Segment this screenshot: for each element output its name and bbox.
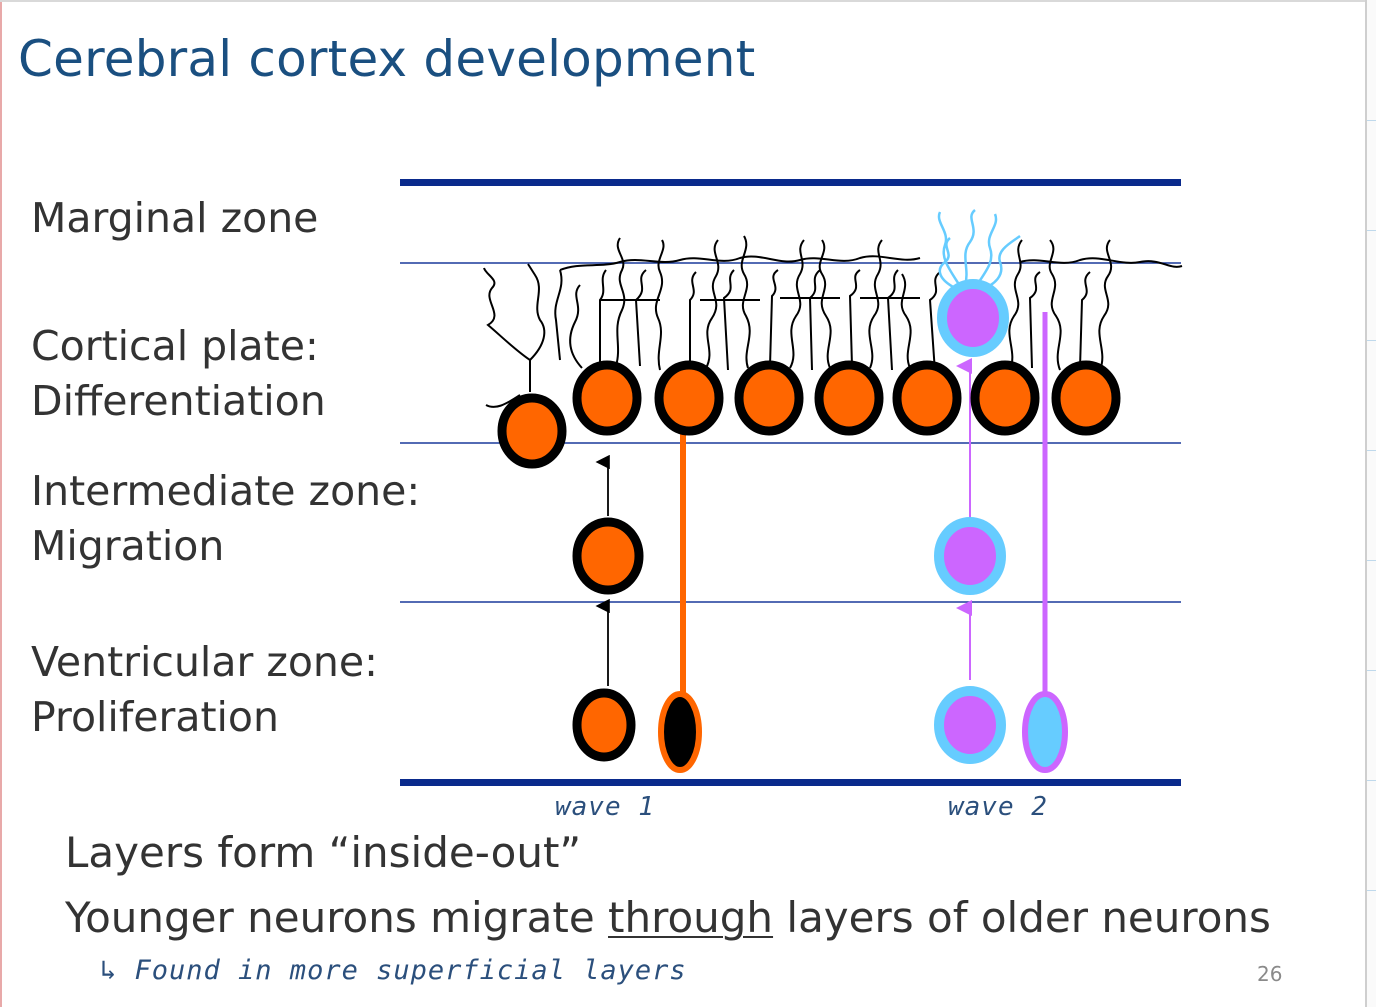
ventricular-surface-line: [400, 779, 1181, 786]
text-younger-before: Younger neurons migrate: [65, 893, 608, 942]
wave1-radial-glia: [661, 694, 699, 770]
cortical-neuron: [502, 398, 562, 464]
wave1-progenitor-neuron: [577, 693, 631, 757]
cortical-neuron: [659, 365, 719, 431]
wave1-annotation: wave 1: [555, 792, 655, 822]
cortical-neuron: [975, 365, 1035, 431]
cortical-neuron: [897, 365, 957, 431]
wave2-axon-squiggles: [939, 210, 1020, 290]
wave2-annotation: wave 2: [948, 792, 1048, 822]
cortical-neuron: [819, 365, 879, 431]
handwritten-note: ↳ Found in more superficial layers: [100, 955, 687, 986]
cortical-neuron: [1056, 365, 1116, 431]
text-younger-neurons: Younger neurons migrate through layers o…: [65, 893, 1271, 942]
cortical-plate-neurons: [502, 365, 1116, 464]
text-younger-after: layers of older neurons: [773, 893, 1271, 942]
wave2-progenitor-neuron: [939, 691, 1001, 759]
wave2-superficial-neuron: [942, 284, 1004, 352]
wave1-migrating-neuron: [577, 522, 639, 590]
text-inside-out: Layers form “inside-out”: [65, 828, 581, 877]
text-through-emphasis: through: [608, 893, 773, 942]
page-number: 26: [1257, 962, 1282, 986]
pial-surface-line: [400, 179, 1181, 186]
cortical-neuron: [577, 365, 637, 431]
cortical-neuron: [739, 365, 799, 431]
wave2-migrating-neuron: [939, 522, 1001, 590]
wave2-radial-glia: [1025, 694, 1065, 770]
